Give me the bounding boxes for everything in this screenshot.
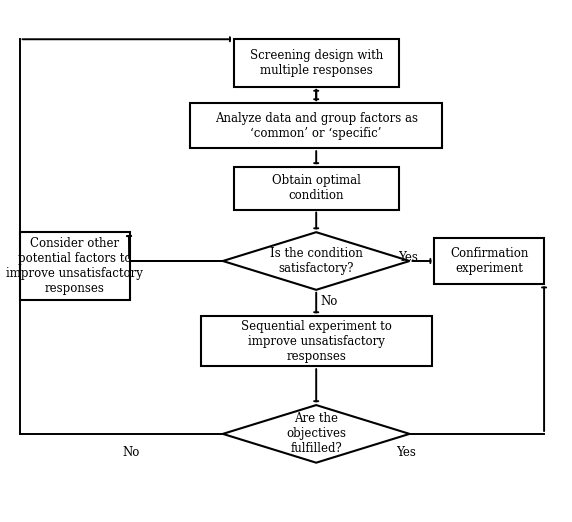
Text: Are the
objectives
fulfilled?: Are the objectives fulfilled?	[286, 412, 346, 455]
FancyBboxPatch shape	[234, 167, 399, 210]
Text: Consider other
potential factors to
improve unsatisfactory
responses: Consider other potential factors to impr…	[6, 237, 143, 295]
Text: No: No	[122, 446, 140, 459]
FancyBboxPatch shape	[19, 232, 129, 300]
Text: No: No	[320, 294, 337, 307]
Polygon shape	[223, 405, 410, 462]
FancyBboxPatch shape	[434, 239, 544, 283]
FancyBboxPatch shape	[234, 39, 399, 87]
Text: Yes: Yes	[399, 251, 419, 264]
FancyBboxPatch shape	[201, 316, 431, 366]
Text: Screening design with
multiple responses: Screening design with multiple responses	[249, 49, 383, 77]
Text: Is the condition
satisfactory?: Is the condition satisfactory?	[270, 247, 363, 275]
Text: Yes: Yes	[396, 446, 416, 459]
Polygon shape	[223, 232, 410, 290]
Text: Obtain optimal
condition: Obtain optimal condition	[272, 174, 360, 203]
Text: Sequential experiment to
improve unsatisfactory
responses: Sequential experiment to improve unsatis…	[241, 319, 392, 363]
FancyBboxPatch shape	[190, 103, 443, 148]
Text: Analyze data and group factors as
‘common’ or ‘specific’: Analyze data and group factors as ‘commo…	[214, 112, 418, 140]
Text: Confirmation
experiment: Confirmation experiment	[450, 247, 529, 275]
